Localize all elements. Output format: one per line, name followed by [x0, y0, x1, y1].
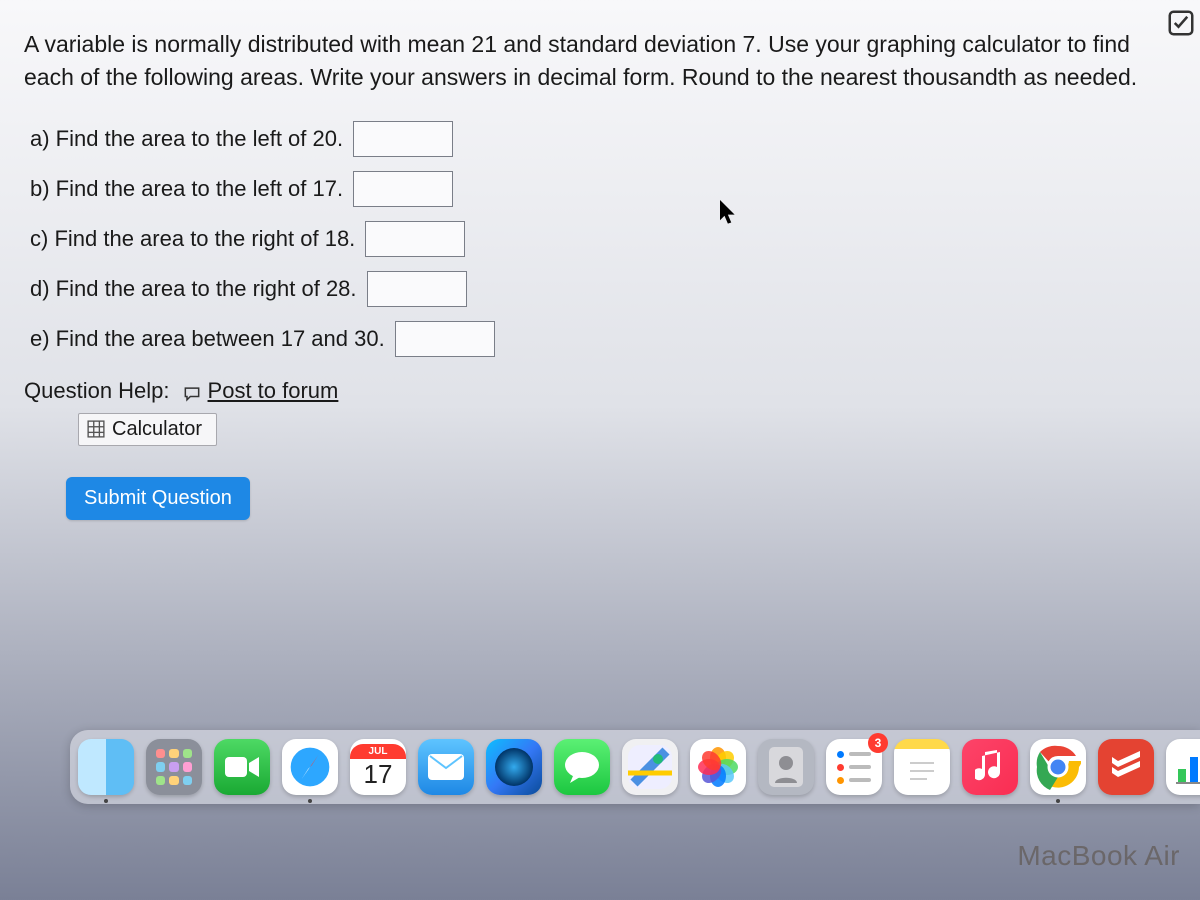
submit-button-label: Submit Question: [84, 487, 232, 509]
dock-reminders-icon[interactable]: 3: [826, 739, 882, 795]
top-right-icon: [1166, 8, 1196, 38]
answer-input-a[interactable]: [353, 121, 453, 157]
grid-icon: [87, 420, 105, 438]
question-prompt: A variable is normally distributed with …: [24, 28, 1176, 95]
dock-mail-icon[interactable]: [418, 739, 474, 795]
part-row: e) Find the area between 17 and 30.: [30, 321, 1176, 357]
part-row: a) Find the area to the left of 20.: [30, 121, 1176, 157]
answer-input-d[interactable]: [367, 271, 467, 307]
calculator-row: Calculator: [78, 413, 1176, 448]
speech-bubble-icon: [182, 381, 202, 401]
post-forum-text: Post to forum: [208, 375, 339, 407]
dock-facetime-icon[interactable]: [214, 739, 270, 795]
question-help-label: Question Help:: [24, 375, 170, 407]
answer-input-e[interactable]: [395, 321, 495, 357]
reminders-badge: 3: [868, 733, 888, 753]
dock-edge-icon[interactable]: [486, 739, 542, 795]
dock-calendar-icon[interactable]: JUL 17: [350, 739, 406, 795]
dock-safari-icon[interactable]: [282, 739, 338, 795]
dock-messages-icon[interactable]: [554, 739, 610, 795]
question-parts: a) Find the area to the left of 20. b) F…: [24, 121, 1176, 357]
part-row: b) Find the area to the left of 17.: [30, 171, 1176, 207]
dock-notes-icon[interactable]: [894, 739, 950, 795]
answer-input-b[interactable]: [353, 171, 453, 207]
post-forum-link[interactable]: Post to forum: [182, 375, 339, 407]
part-label-a: a) Find the area to the left of 20.: [30, 123, 343, 155]
dock-chrome-icon[interactable]: [1030, 739, 1086, 795]
part-label-b: b) Find the area to the left of 17.: [30, 173, 343, 205]
calendar-day-label: 17: [364, 759, 393, 790]
part-label-c: c) Find the area to the right of 18.: [30, 223, 355, 255]
part-label-e: e) Find the area between 17 and 30.: [30, 323, 385, 355]
dock-maps-icon[interactable]: [622, 739, 678, 795]
answer-input-c[interactable]: [365, 221, 465, 257]
part-label-d: d) Find the area to the right of 28.: [30, 273, 357, 305]
mouse-cursor-icon: [720, 200, 738, 226]
dock-finder-icon[interactable]: [78, 739, 134, 795]
dock-photos-icon[interactable]: [690, 739, 746, 795]
part-row: c) Find the area to the right of 18.: [30, 221, 1176, 257]
question-help-row: Question Help: Post to forum: [24, 375, 1176, 407]
dock-launchpad-icon[interactable]: [146, 739, 202, 795]
question-content: A variable is normally distributed with …: [0, 0, 1200, 520]
dock-numbers-icon[interactable]: [1166, 739, 1200, 795]
dock-contacts-icon[interactable]: [758, 739, 814, 795]
part-row: d) Find the area to the right of 28.: [30, 271, 1176, 307]
submit-question-button[interactable]: Submit Question: [66, 477, 250, 520]
dock-music-icon[interactable]: [962, 739, 1018, 795]
dock-todoist-icon[interactable]: [1098, 739, 1154, 795]
calculator-button-label: Calculator: [112, 418, 202, 441]
calculator-button[interactable]: Calculator: [78, 413, 217, 446]
macos-dock: JUL 17 3: [70, 730, 1200, 804]
calendar-month-label: JUL: [350, 744, 406, 759]
device-label: MacBook Air: [1017, 840, 1180, 872]
